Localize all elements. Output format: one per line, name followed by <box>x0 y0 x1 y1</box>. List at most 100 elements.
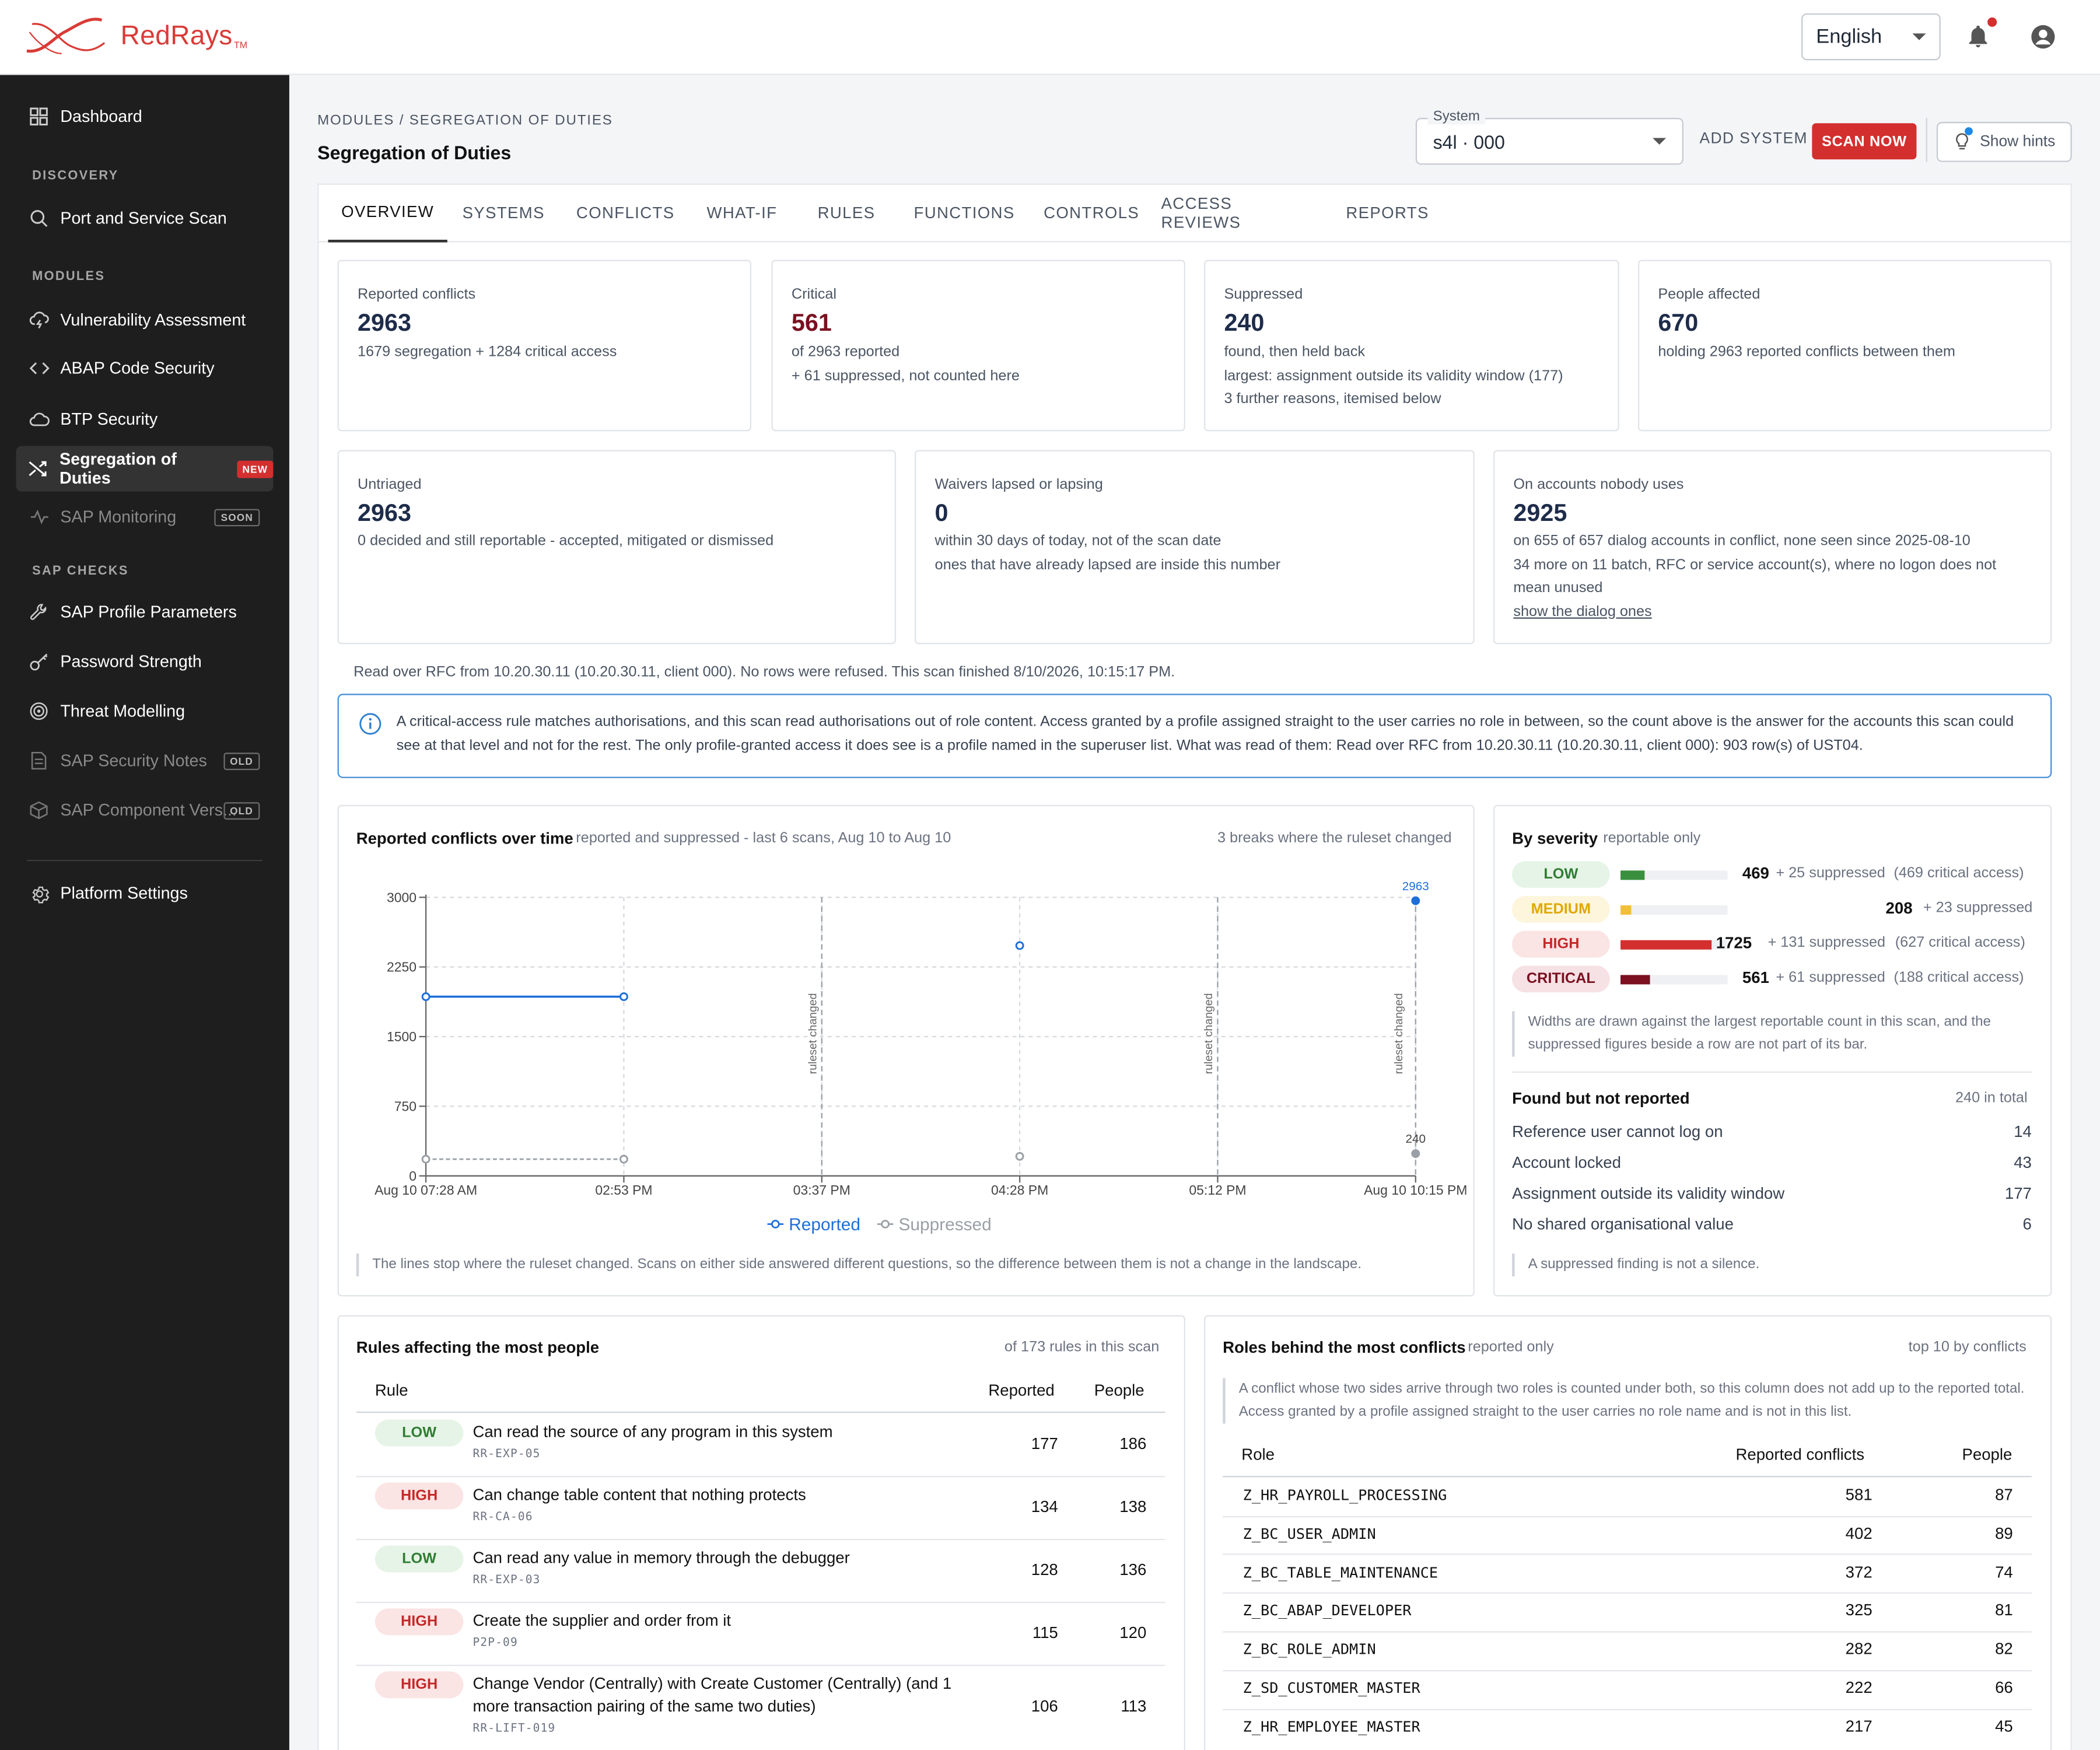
rule-id: RR-CA-06 <box>473 1510 533 1524</box>
x-tick-label: 02:53 PM <box>595 1182 652 1198</box>
fnr-value: 43 <box>2014 1153 2032 1172</box>
sidebar-item-vulnerability[interactable]: Vulnerability Assessment <box>16 298 274 343</box>
tab-rules[interactable]: RULES <box>817 203 876 223</box>
sidebar-item-component[interactable]: SAP Component Vers... OLD <box>16 788 274 833</box>
document-icon <box>28 750 50 772</box>
tab-access-reviews[interactable]: ACCESS REVIEWS <box>1161 194 1241 232</box>
sidebar-section-checks: SAP CHECKS <box>32 564 129 579</box>
bell-icon[interactable] <box>1965 23 1992 50</box>
target-icon <box>28 701 50 722</box>
tab-conflicts[interactable]: CONFLICTS <box>576 203 675 223</box>
show-hints-button[interactable]: Show hints <box>1936 121 2072 162</box>
redrays-logo-icon <box>26 18 106 54</box>
tab-what-if[interactable]: WHAT-IF <box>706 203 778 223</box>
fnr-title: Found but not reported <box>1512 1088 1690 1108</box>
card-people-affected[interactable]: People affected 670 holding 2963 reporte… <box>1637 260 2052 432</box>
sidebar-item-port-scan[interactable]: Port and Service Scan <box>16 195 274 241</box>
language-select[interactable]: English <box>1801 13 1941 61</box>
fnr-row[interactable]: Account locked 43 <box>1512 1153 2032 1172</box>
sidebar-item-label: ABAP Code Security <box>60 359 215 378</box>
tab-functions[interactable]: FUNCTIONS <box>914 203 1015 223</box>
card-detail: 0 decided and still reportable - accepte… <box>358 533 774 550</box>
tab-reports[interactable]: REPORTS <box>1346 203 1429 223</box>
card-value: 2963 <box>358 499 411 527</box>
sidebar-item-abap[interactable]: ABAP Code Security <box>16 345 274 391</box>
row-divider <box>356 1601 1166 1604</box>
legend-label: Suppressed <box>899 1215 992 1234</box>
sidebar-item-label: Vulnerability Assessment <box>60 310 246 330</box>
severity-critical-access: (627 critical access) <box>1895 935 2025 951</box>
sidebar-section-modules: MODULES <box>32 269 106 284</box>
trend-chart: 0 750 1500 2250 3000 Aug 10 07:28 AM 02:53 PM 0… <box>374 880 1467 1234</box>
system-select[interactable]: s4l · 000 <box>1415 118 1684 165</box>
data-point-reported <box>421 992 430 1002</box>
severity-count: 1725 <box>1716 933 1752 953</box>
show-dialog-link[interactable]: show the dialog ones <box>1513 603 1652 620</box>
x-tick-label: 04:28 PM <box>991 1182 1048 1198</box>
sidebar-item-btp[interactable]: BTP Security <box>16 397 274 442</box>
sidebar-item-notes[interactable]: SAP Security Notes OLD <box>16 738 274 783</box>
card-untriaged[interactable]: Untriaged 2963 0 decided and still repor… <box>337 450 896 645</box>
fnr-value: 14 <box>2014 1122 2032 1142</box>
sidebar-item-threat[interactable]: Threat Modelling <box>16 688 274 734</box>
sidebar-item-label: Dashboard <box>60 107 142 126</box>
new-badge: NEW <box>237 460 274 478</box>
legend-label: Reported <box>789 1215 860 1234</box>
rule-reported: 177 <box>1031 1434 1058 1454</box>
data-point-suppressed <box>619 1154 628 1164</box>
tab-systems[interactable]: SYSTEMS <box>462 203 545 223</box>
sidebar-item-label: Password Strength <box>60 652 202 671</box>
card-label: Waivers lapsed or lapsing <box>935 477 1103 493</box>
fnr-note: A suppressed finding is not a silence. <box>1512 1253 2034 1276</box>
fnr-label: Account locked <box>1512 1153 1621 1172</box>
card-waivers[interactable]: Waivers lapsed or lapsing 0 within 30 da… <box>915 450 1475 645</box>
ruleset-break-label: ruleset changed <box>1202 993 1215 1074</box>
card-value: 2925 <box>1513 499 1567 527</box>
data-point-reported <box>1015 941 1024 950</box>
role-reported: 282 <box>1845 1639 1873 1658</box>
card-label: Reported conflicts <box>358 286 476 303</box>
scan-read-line: Read over RFC from 10.20.30.11 (10.20.30… <box>354 664 1175 681</box>
severity-title: By severity <box>1512 829 1598 848</box>
logo[interactable]: RedRays TM <box>24 13 247 59</box>
rule-reported: 106 <box>1031 1696 1058 1716</box>
severity-pill: LOW <box>374 1545 464 1573</box>
fnr-row[interactable]: No shared organisational value 6 <box>1512 1214 2032 1233</box>
fnr-value: 6 <box>2022 1214 2032 1234</box>
row-divider <box>1223 1592 2032 1594</box>
data-point-reported <box>1411 896 1420 905</box>
data-label: 2963 <box>1402 880 1429 893</box>
account-icon[interactable] <box>2029 23 2057 51</box>
fnr-row[interactable]: Reference user cannot log on 14 <box>1512 1122 2032 1141</box>
add-system-button[interactable]: ADD SYSTEM <box>1699 131 1808 148</box>
language-value: English <box>1816 25 1882 48</box>
sidebar-divider <box>26 859 262 862</box>
rule-name: Create the supplier and order from it <box>473 1611 732 1630</box>
sidebar-item-profile-params[interactable]: SAP Profile Parameters <box>16 589 274 635</box>
y-tick-label: 0 <box>409 1168 416 1184</box>
sidebar-item-segregation[interactable]: Segregation of Duties NEW <box>16 446 274 492</box>
col-reported-conflicts: Reported conflicts <box>1735 1445 1865 1464</box>
notification-dot <box>1987 17 1997 27</box>
tab-overview[interactable]: OVERVIEW <box>328 184 447 243</box>
severity-pill: LOW <box>1512 861 1610 888</box>
sidebar-item-platform-settings[interactable]: Platform Settings <box>16 870 274 916</box>
card-suppressed[interactable]: Suppressed 240 found, then held back lar… <box>1204 260 1619 432</box>
card-detail: 3 further reasons, itemised below <box>1224 391 1441 407</box>
scan-now-button[interactable]: SCAN NOW <box>1812 123 1917 160</box>
card-unused-accounts[interactable]: On accounts nobody uses 2925 on 655 of 6… <box>1493 450 2052 645</box>
severity-count: 561 <box>1742 968 1769 988</box>
tab-controls[interactable]: CONTROLS <box>1044 203 1140 223</box>
card-reported-conflicts[interactable]: Reported conflicts 2963 1679 segregation… <box>337 260 751 432</box>
severity-count: 208 <box>1885 898 1913 918</box>
card-detail: found, then held back <box>1224 344 1365 360</box>
sidebar-item-dashboard[interactable]: Dashboard <box>16 94 274 139</box>
hint-indicator <box>1965 127 1973 135</box>
sidebar-item-password[interactable]: Password Strength <box>16 639 274 684</box>
card-critical[interactable]: Critical 561 of 2963 reported + 61 suppr… <box>771 260 1185 432</box>
severity-bar-track <box>1620 905 1728 915</box>
sidebar-section-discovery: DISCOVERY <box>32 169 119 184</box>
sidebar-item-monitoring[interactable]: SAP Monitoring SOON <box>16 494 274 540</box>
fnr-row[interactable]: Assignment outside its validity window 17… <box>1512 1184 2032 1203</box>
lightbulb-icon <box>1956 133 1969 150</box>
